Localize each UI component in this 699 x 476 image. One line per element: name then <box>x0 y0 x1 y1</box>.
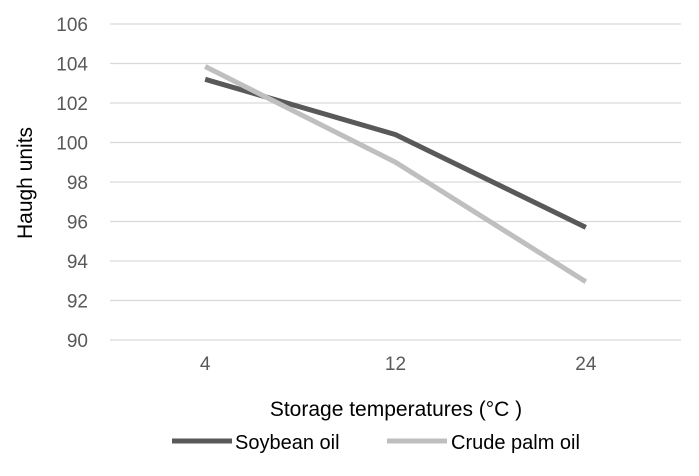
legend-label: Soybean oil <box>235 432 340 454</box>
x-tick-label: 12 <box>385 354 406 375</box>
y-tick-label: 100 <box>56 134 88 155</box>
legend: Soybean oil Crude palm oil <box>172 432 580 454</box>
x-tick-label: 24 <box>575 354 597 375</box>
y-tick-label: 94 <box>67 252 89 273</box>
y-tick-label: 106 <box>56 15 88 36</box>
x-axis-ticks: 4 12 24 <box>200 354 597 375</box>
y-tick-label: 92 <box>67 292 88 313</box>
y-tick-label: 102 <box>56 94 88 115</box>
x-axis-label: Storage temperatures (°C ) <box>270 398 522 421</box>
y-tick-label: 90 <box>67 331 88 352</box>
gridlines <box>110 24 681 340</box>
series-line-0 <box>205 79 586 227</box>
series-lines <box>205 66 586 281</box>
y-tick-label: 96 <box>67 213 88 234</box>
y-axis-ticks: 90 92 94 96 98 100 102 104 106 <box>56 15 88 352</box>
series-line-1 <box>205 66 586 281</box>
y-tick-label: 104 <box>56 55 88 76</box>
legend-label: Crude palm oil <box>451 432 580 454</box>
y-axis-label: Haugh units <box>14 127 37 239</box>
y-tick-label: 98 <box>67 173 88 194</box>
x-tick-label: 4 <box>200 354 211 375</box>
